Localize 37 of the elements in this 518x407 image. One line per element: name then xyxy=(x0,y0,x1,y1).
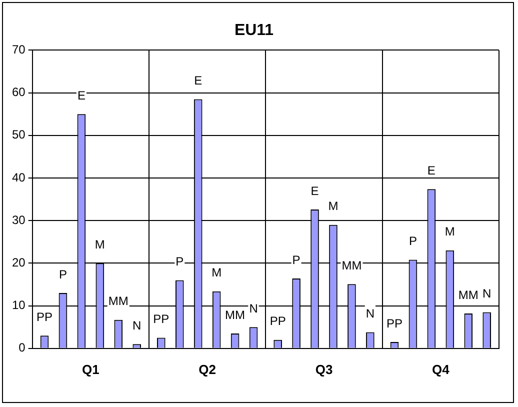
text: M xyxy=(328,199,338,214)
y-tick-label: 10 xyxy=(12,298,26,312)
text: N xyxy=(482,286,492,301)
y-tick-label: 0 xyxy=(18,340,26,355)
text: E xyxy=(194,74,202,88)
text: M xyxy=(444,224,455,239)
text: MM xyxy=(225,308,246,322)
y-tick-label: 60 xyxy=(12,85,26,100)
text: E xyxy=(310,184,319,198)
series-label: E xyxy=(427,163,436,178)
text: P xyxy=(176,254,184,269)
chart-title: EU11 xyxy=(234,22,274,40)
y-tick-label: 20 xyxy=(12,256,26,270)
text: E xyxy=(77,88,86,102)
text: PP xyxy=(386,316,402,330)
y-tick-label: 50 xyxy=(12,128,26,142)
x-tick-label: Q2 xyxy=(198,362,216,377)
series-label: N xyxy=(249,301,258,316)
text: MM xyxy=(342,258,362,272)
x-tick-label: Q4 xyxy=(432,362,450,377)
text: MM xyxy=(458,288,478,302)
series-label: M xyxy=(212,266,222,280)
text: P xyxy=(58,267,67,282)
y-tick-label: 40 xyxy=(12,170,26,184)
text: M xyxy=(94,238,105,252)
series-label: MM xyxy=(108,294,128,308)
series-label: PP xyxy=(270,314,286,328)
x-tick-label: Q3 xyxy=(315,362,333,377)
text: N xyxy=(132,318,142,332)
text: P xyxy=(408,234,417,248)
series-label: P xyxy=(292,252,300,267)
text: PP xyxy=(153,312,170,326)
y-tick-label: 30 xyxy=(12,212,26,227)
text: PP xyxy=(36,310,53,324)
text: N xyxy=(366,306,375,321)
y-tick-label: 70 xyxy=(12,42,26,57)
x-tick-label: Q1 xyxy=(82,362,100,377)
